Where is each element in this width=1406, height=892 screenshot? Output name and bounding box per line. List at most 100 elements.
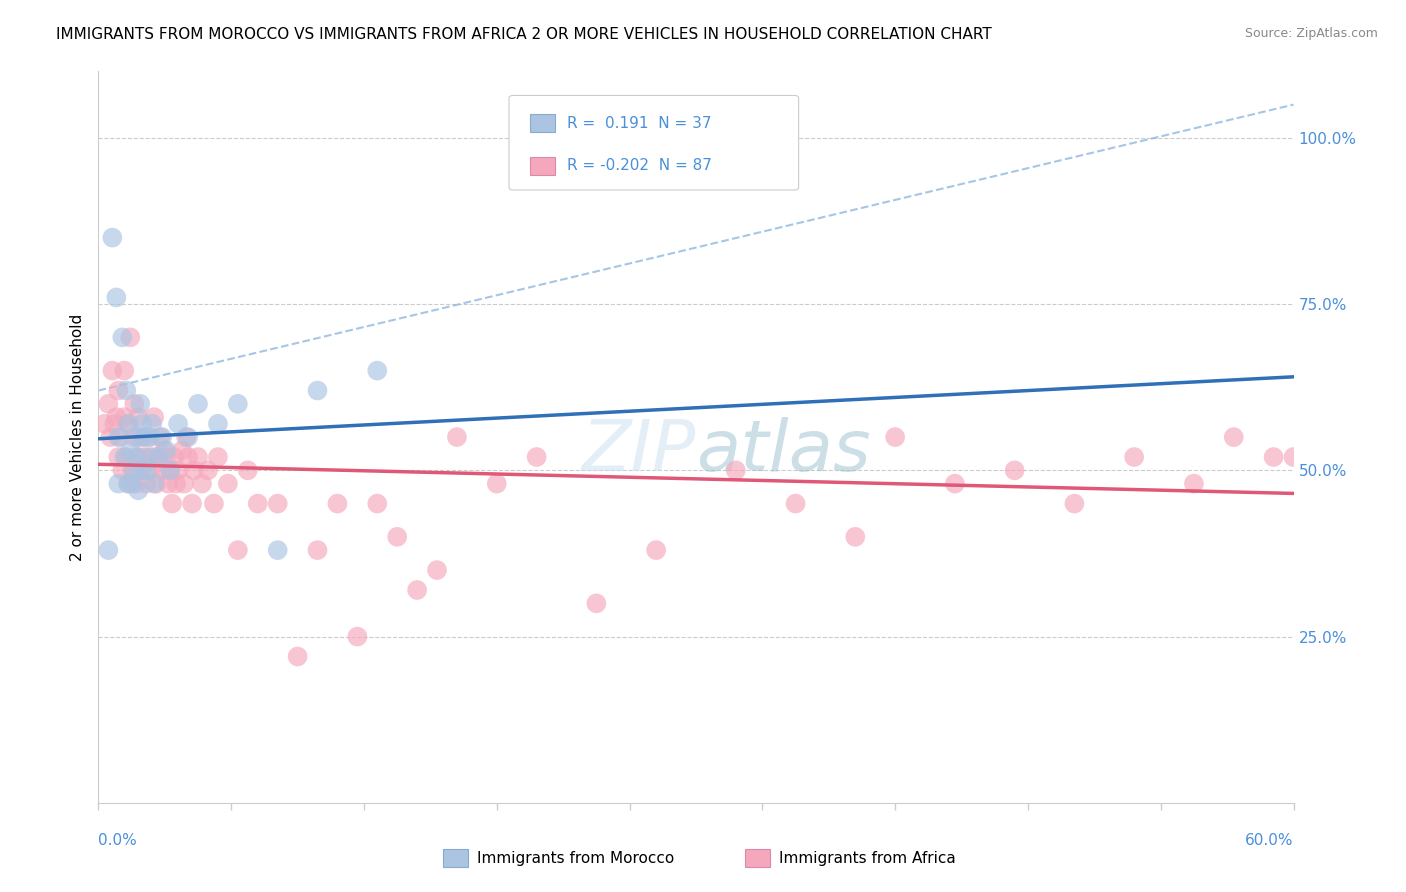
Point xyxy=(135,463,157,477)
Point xyxy=(163,450,186,464)
Point xyxy=(129,397,152,411)
Point xyxy=(173,476,195,491)
Point xyxy=(385,530,409,544)
Point xyxy=(110,430,132,444)
Text: R =  0.191  N = 37: R = 0.191 N = 37 xyxy=(567,116,711,130)
Point xyxy=(585,596,607,610)
Point xyxy=(143,410,166,425)
Point xyxy=(1223,430,1246,444)
Point xyxy=(101,230,124,244)
Point xyxy=(884,430,907,444)
Point xyxy=(112,363,135,377)
Point xyxy=(150,463,173,477)
Point xyxy=(160,497,183,511)
Point xyxy=(93,417,115,431)
Point xyxy=(101,363,124,377)
Point xyxy=(153,443,176,458)
Point xyxy=(177,450,200,464)
Point xyxy=(157,476,180,491)
Point xyxy=(724,463,747,477)
Point xyxy=(1343,450,1365,464)
Point xyxy=(346,630,368,644)
Point xyxy=(844,530,866,544)
Point xyxy=(111,330,134,344)
Point xyxy=(207,450,229,464)
Point xyxy=(112,450,135,464)
Point xyxy=(131,417,153,431)
Point xyxy=(406,582,429,597)
Point xyxy=(112,410,135,425)
Text: R = -0.202  N = 87: R = -0.202 N = 87 xyxy=(567,159,711,173)
Point xyxy=(105,290,128,304)
Point xyxy=(136,450,159,464)
Point xyxy=(148,450,170,464)
Point xyxy=(191,476,214,491)
Point xyxy=(134,450,156,464)
Point xyxy=(1322,497,1344,511)
Point xyxy=(124,397,146,411)
Text: Source: ZipAtlas.com: Source: ZipAtlas.com xyxy=(1244,27,1378,40)
Point xyxy=(217,476,239,491)
Text: IMMIGRANTS FROM MOROCCO VS IMMIGRANTS FROM AFRICA 2 OR MORE VEHICLES IN HOUSEHOL: IMMIGRANTS FROM MOROCCO VS IMMIGRANTS FR… xyxy=(56,27,993,42)
Point xyxy=(97,397,120,411)
Point xyxy=(167,463,190,477)
Point xyxy=(115,384,138,398)
Point xyxy=(149,430,172,444)
Text: ZIP: ZIP xyxy=(582,417,696,486)
Point xyxy=(187,450,209,464)
Point xyxy=(307,543,329,558)
Point xyxy=(117,417,139,431)
Point xyxy=(645,543,668,558)
Point xyxy=(943,476,966,491)
Point xyxy=(1123,450,1146,464)
Point xyxy=(183,463,205,477)
Point xyxy=(202,497,225,511)
Point xyxy=(1362,430,1385,444)
Point xyxy=(246,497,269,511)
Point xyxy=(1302,476,1324,491)
Point xyxy=(127,450,149,464)
Point xyxy=(155,450,177,464)
Point xyxy=(148,450,170,464)
Point xyxy=(187,397,209,411)
Point xyxy=(207,417,229,431)
Point xyxy=(117,476,139,491)
Point xyxy=(107,476,129,491)
Point xyxy=(125,450,148,464)
Point xyxy=(141,450,163,464)
Point xyxy=(124,430,146,444)
Point xyxy=(1004,463,1026,477)
Text: atlas: atlas xyxy=(696,417,870,486)
Text: Immigrants from Morocco: Immigrants from Morocco xyxy=(477,851,673,865)
Point xyxy=(174,430,197,444)
Point xyxy=(131,430,153,444)
Point xyxy=(107,430,129,444)
Point xyxy=(426,563,449,577)
Point xyxy=(127,430,149,444)
Point xyxy=(159,463,181,477)
Text: 60.0%: 60.0% xyxy=(1246,833,1294,848)
Point xyxy=(141,417,163,431)
Point xyxy=(326,497,349,511)
Point xyxy=(1263,450,1285,464)
Point xyxy=(236,463,259,477)
Point xyxy=(1282,450,1305,464)
Text: 0.0%: 0.0% xyxy=(98,833,138,848)
Point xyxy=(143,476,166,491)
Point xyxy=(197,463,219,477)
Point xyxy=(105,410,128,425)
Point xyxy=(127,483,149,498)
Point xyxy=(181,497,204,511)
Point xyxy=(135,476,157,491)
Point xyxy=(139,463,162,477)
Point xyxy=(446,430,468,444)
Point xyxy=(172,443,194,458)
Point xyxy=(125,476,148,491)
Point xyxy=(307,384,329,398)
Point xyxy=(121,463,143,477)
Point xyxy=(226,397,249,411)
Point xyxy=(785,497,807,511)
Point xyxy=(287,649,309,664)
Point xyxy=(177,430,200,444)
Point xyxy=(167,417,190,431)
